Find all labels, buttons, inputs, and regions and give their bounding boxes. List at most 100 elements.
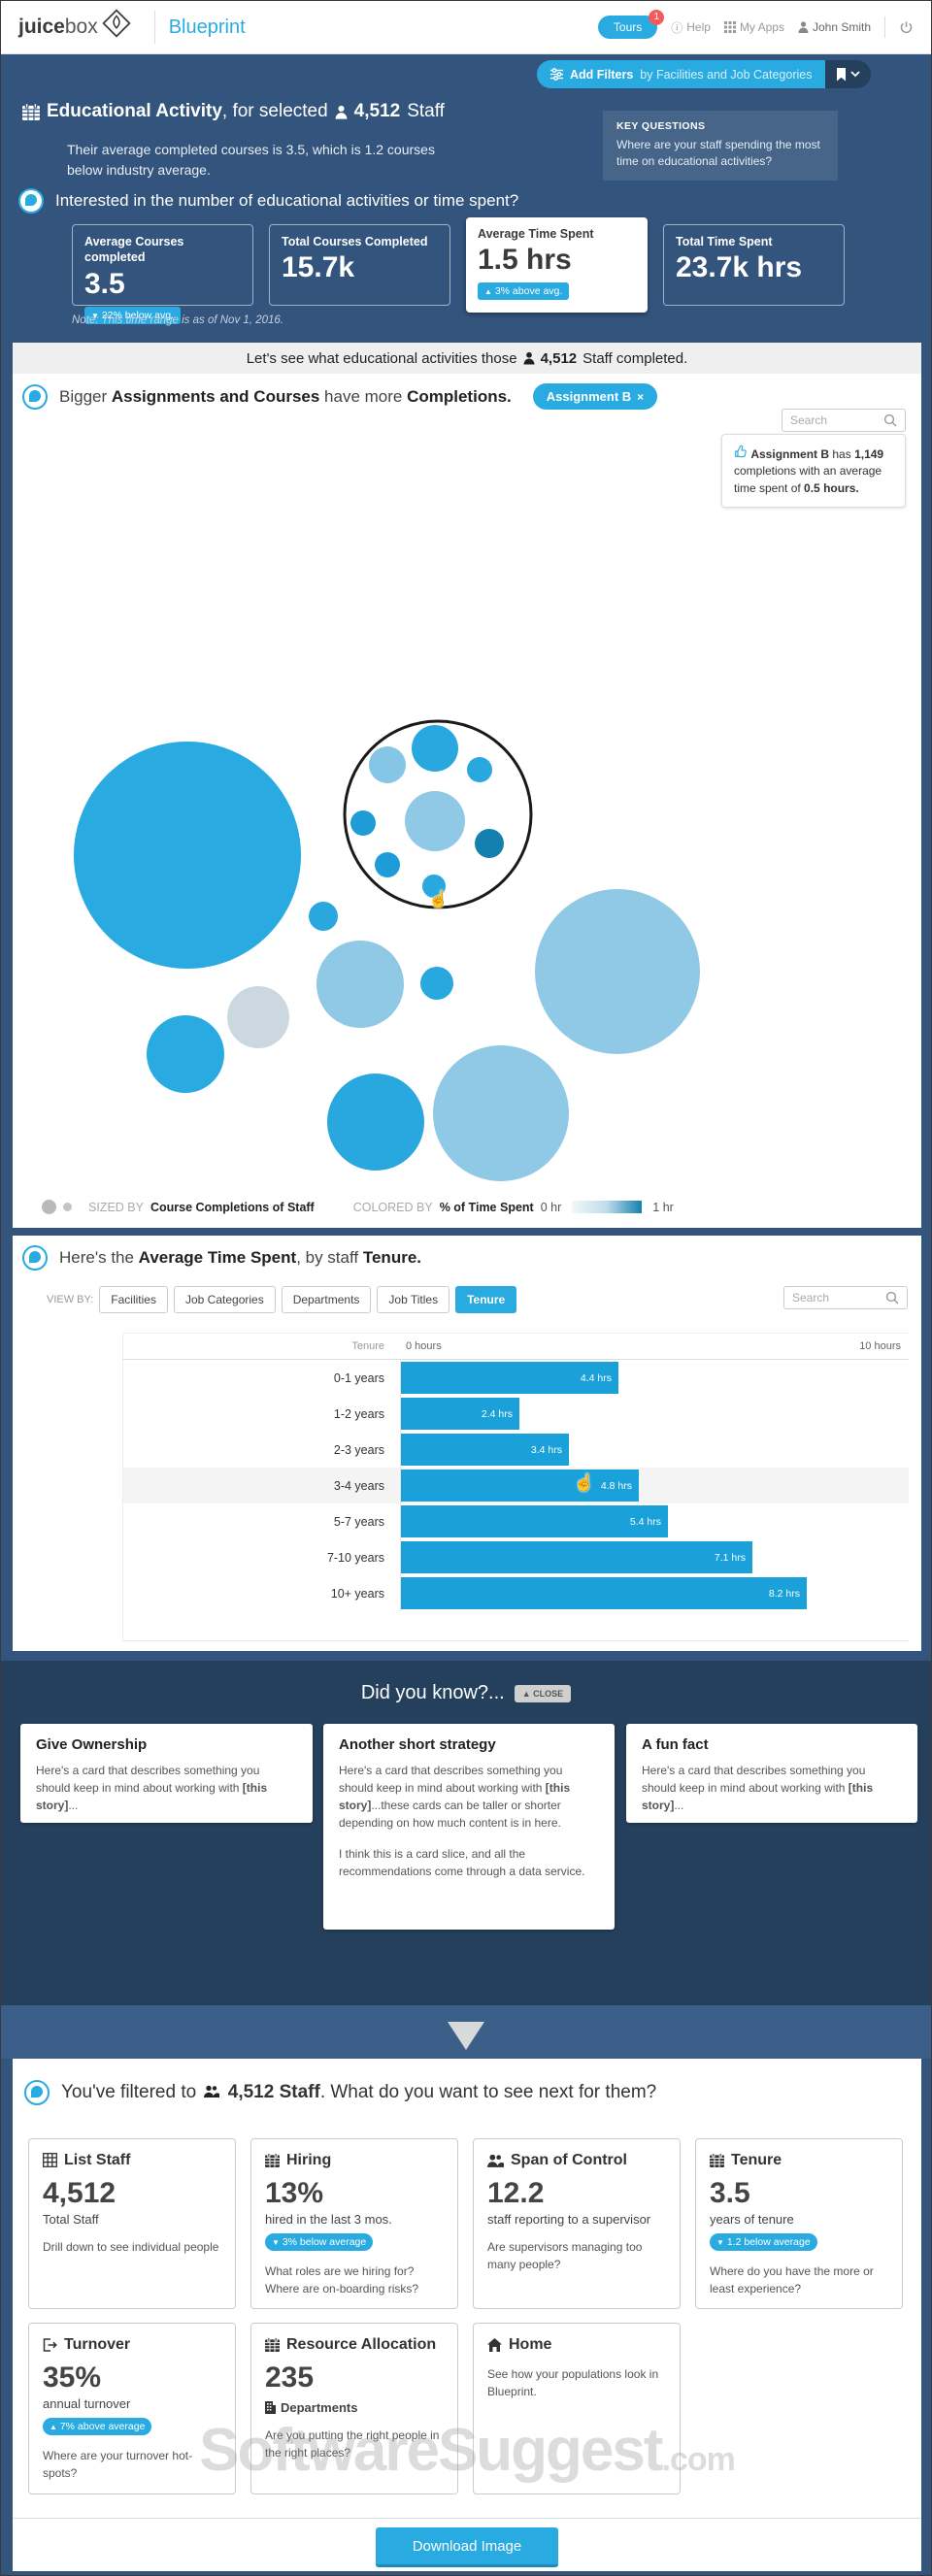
axis-max-label: 10 hours bbox=[859, 1340, 901, 1352]
add-filters-button[interactable]: Add Filters by Facilities and Job Catego… bbox=[537, 60, 826, 88]
tile-tenure[interactable]: Tenure 3.5 years of tenure ▼ 1.2 below a… bbox=[695, 2138, 903, 2309]
calendar-icon bbox=[265, 2153, 280, 2168]
key-questions-box: KEY QUESTIONS Where are your staff spend… bbox=[603, 111, 838, 181]
table-icon bbox=[43, 2153, 57, 2168]
chevron-down-icon bbox=[850, 71, 861, 78]
kpi-card-total-courses[interactable]: Total Courses Completed 15.7k bbox=[269, 224, 450, 306]
title-rest: , for selected bbox=[221, 101, 328, 121]
filter-chip-assignment-b[interactable]: Assignment B × bbox=[532, 383, 658, 410]
juicebox-logo: juicebox bbox=[18, 16, 98, 39]
view-by-facilities[interactable]: Facilities bbox=[99, 1286, 168, 1313]
user-menu[interactable]: John Smith bbox=[798, 20, 871, 34]
speech-bubble-icon bbox=[22, 1245, 48, 1271]
tile-desc: What roles are we hiring for? Where are … bbox=[265, 2264, 419, 2295]
tile-desc: Drill down to see individual people bbox=[43, 2240, 219, 2255]
chip-close-icon[interactable]: × bbox=[637, 390, 645, 404]
calendar-icon bbox=[265, 2337, 280, 2353]
banner-pre: Let's see what educational activities th… bbox=[246, 349, 517, 367]
did-you-know-header: Did you know?... ▲ CLOSE bbox=[1, 1682, 931, 1704]
staff-word: Staff bbox=[407, 101, 445, 121]
triangle-down-icon bbox=[448, 2022, 484, 2050]
person-icon bbox=[798, 21, 809, 33]
my-apps-link[interactable]: My Apps bbox=[723, 20, 784, 34]
kpi-value: 1.5 hrs bbox=[478, 244, 572, 277]
kpi-value: 15.7k bbox=[282, 251, 355, 284]
bar-row[interactable]: 0-1 years 4.4 hrs bbox=[123, 1360, 909, 1396]
tile-sub: staff reporting to a supervisor bbox=[487, 2212, 651, 2228]
tile-home[interactable]: Home See how your populations look in Bl… bbox=[473, 2323, 681, 2494]
info-icon: ⓘ bbox=[671, 20, 683, 35]
size-dot-small-icon bbox=[63, 1203, 72, 1211]
column-header-tenure: Tenure bbox=[351, 1340, 384, 1352]
tenure-search[interactable] bbox=[783, 1286, 908, 1309]
product-name: Blueprint bbox=[168, 16, 246, 38]
tours-button[interactable]: Tours 1 bbox=[597, 10, 665, 39]
bubble-chart[interactable] bbox=[13, 374, 921, 1228]
tile-badge: ▼ 1.2 below average bbox=[710, 2233, 817, 2252]
tile-sub: Departments bbox=[265, 2400, 444, 2415]
view-by-departments[interactable]: Departments bbox=[281, 1286, 372, 1313]
tile-desc: See how your populations look in Bluepri… bbox=[487, 2367, 659, 2398]
kpi-question-row: Interested in the number of educational … bbox=[18, 188, 518, 214]
next-steps-panel: You've filtered to 4,512 Staff. What do … bbox=[13, 2059, 921, 2571]
bar-table-header: Tenure 0 hours 10 hours bbox=[123, 1334, 909, 1360]
bubble-legend: SIZED BY Course Completions of Staff COL… bbox=[42, 1200, 674, 1214]
kpi-badge: ▼ 22% below avg. bbox=[84, 306, 181, 324]
help-link[interactable]: ⓘ Help bbox=[671, 20, 711, 35]
bubble-search[interactable] bbox=[782, 409, 906, 432]
key-questions-title: KEY QUESTIONS bbox=[616, 120, 706, 132]
bar-row-highlighted[interactable]: 3-4 years 4.8 hrs ☝ bbox=[123, 1468, 909, 1503]
home-icon bbox=[487, 2337, 502, 2352]
bar-row[interactable]: 7-10 years 7.1 hrs bbox=[123, 1539, 909, 1575]
sliders-icon bbox=[550, 68, 563, 81]
tile-turnover[interactable]: Turnover 35% annual turnover ▲ 7% above … bbox=[28, 2323, 236, 2494]
tile-list-staff[interactable]: List Staff 4,512 Total Staff Drill down … bbox=[28, 2138, 236, 2309]
tile-span-of-control[interactable]: Span of Control 12.2 staff reporting to … bbox=[473, 2138, 681, 2309]
bar-row[interactable]: 5-7 years 5.4 hrs bbox=[123, 1503, 909, 1539]
kpi-card-avg-courses[interactable]: Average Courses completed 3.5 ▼ 22% belo… bbox=[72, 224, 253, 324]
bar-row[interactable]: 10+ years 8.2 hrs bbox=[123, 1575, 909, 1611]
speech-bubble-icon bbox=[18, 188, 44, 214]
kpi-card-avg-time-selected[interactable]: Average Time Spent 1.5 hrs ▲ 3% above av… bbox=[466, 217, 648, 313]
bar-1-2-years: 2.4 hrs bbox=[401, 1398, 519, 1430]
download-image-button[interactable]: Download Image bbox=[375, 2527, 559, 2567]
tenure-search-input[interactable] bbox=[792, 1291, 885, 1305]
view-by-job-categories[interactable]: Job Categories bbox=[173, 1286, 276, 1313]
tile-sub: Total Staff bbox=[43, 2212, 99, 2228]
power-icon[interactable] bbox=[899, 20, 914, 35]
footer: Download Image bbox=[13, 2518, 921, 2571]
close-button[interactable]: ▲ CLOSE bbox=[514, 1684, 572, 1702]
tile-resource-allocation[interactable]: Resource Allocation 235 Departments Are … bbox=[250, 2323, 458, 2494]
kpi-value: 23.7k hrs bbox=[676, 251, 803, 284]
time-range-note: Note: This time range is as of Nov 1, 20… bbox=[72, 314, 283, 326]
page-title: Educational Activity, for selected 4,512… bbox=[22, 101, 445, 122]
bubble-search-input[interactable] bbox=[790, 413, 883, 427]
colored-by-label: COLORED BY bbox=[352, 1200, 433, 1214]
grid-icon bbox=[723, 21, 736, 33]
header-actions: Tours 1 ⓘ Help My Apps John Smith bbox=[597, 10, 914, 39]
tip-card-title: Another short strategy bbox=[339, 1736, 496, 1753]
bar-7-10-years: 7.1 hrs bbox=[401, 1541, 752, 1573]
view-by-tenure[interactable]: Tenure bbox=[455, 1286, 517, 1313]
tile-badge: ▼ 3% below average bbox=[265, 2233, 374, 2252]
view-by-job-titles[interactable]: Job Titles bbox=[377, 1286, 450, 1313]
did-you-know-title: Did you know?... bbox=[360, 1682, 505, 1703]
search-icon bbox=[885, 1291, 899, 1305]
calendar-icon bbox=[22, 103, 40, 120]
scale-min-label: 0 hr bbox=[540, 1200, 562, 1214]
bar-row[interactable]: 1-2 years 2.4 hrs bbox=[123, 1396, 909, 1432]
kpi-label: Total Courses Completed bbox=[282, 235, 428, 248]
tile-hiring[interactable]: Hiring 13% hired in the last 3 mos. ▼ 3%… bbox=[250, 2138, 458, 2309]
add-filters-control[interactable]: Add Filters by Facilities and Job Catego… bbox=[537, 60, 872, 88]
bar-row[interactable]: 2-3 years 3.4 hrs bbox=[123, 1432, 909, 1468]
kpi-card-total-time[interactable]: Total Time Spent 23.7k hrs bbox=[663, 224, 845, 306]
tours-badge: 1 bbox=[649, 10, 665, 25]
banner-count: 4,512 bbox=[540, 349, 578, 367]
tile-value: 4,512 bbox=[43, 2177, 116, 2210]
kpi-badge: ▲ 3% above avg. bbox=[478, 282, 570, 301]
bubble-panel-title: Bigger Assignments and Courses have more… bbox=[22, 383, 658, 410]
saved-filters-button[interactable] bbox=[825, 60, 872, 88]
tip-card: Another short strategy Here's a card tha… bbox=[323, 1724, 615, 1930]
tile-value: 3.5 bbox=[710, 2177, 750, 2210]
tile-sub: hired in the last 3 mos. bbox=[265, 2212, 392, 2228]
